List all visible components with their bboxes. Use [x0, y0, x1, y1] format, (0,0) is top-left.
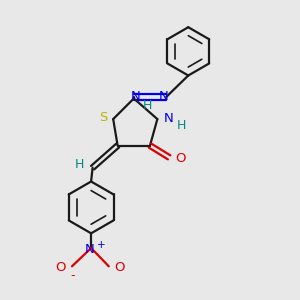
Text: H: H [75, 158, 84, 171]
Text: +: + [97, 240, 106, 250]
Text: H: H [142, 99, 152, 112]
Text: O: O [56, 261, 66, 274]
Text: O: O [115, 261, 125, 274]
Text: N: N [85, 243, 94, 256]
Text: N: N [130, 90, 140, 103]
Text: -: - [70, 268, 75, 282]
Text: S: S [100, 110, 108, 124]
Text: H: H [176, 119, 186, 132]
Text: N: N [164, 112, 174, 125]
Text: N: N [159, 90, 169, 103]
Text: O: O [176, 152, 186, 165]
